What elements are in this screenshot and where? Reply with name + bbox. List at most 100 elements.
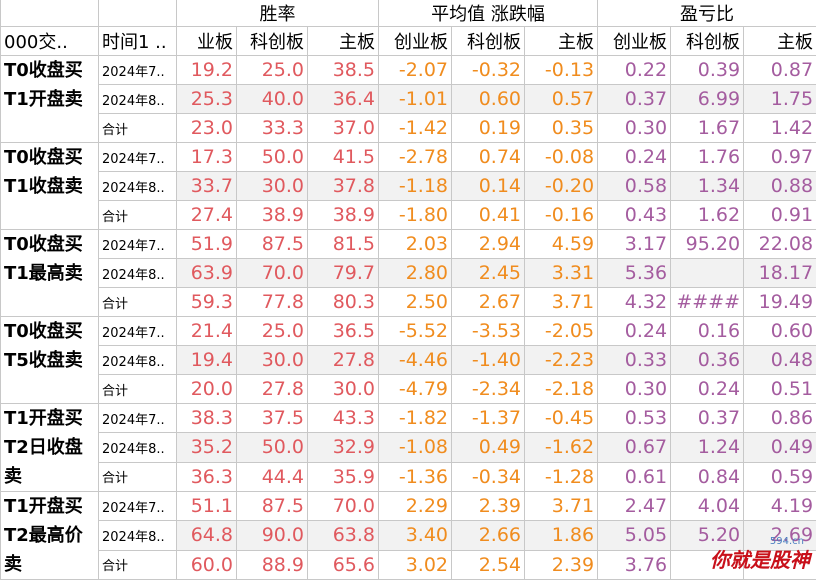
value-cell: 27.8 (237, 375, 308, 404)
value-cell: -2.07 (379, 56, 452, 85)
value-cell: 50.0 (237, 143, 308, 172)
value-cell: -0.45 (525, 404, 598, 433)
value-cell: 19.4 (177, 346, 237, 375)
value-cell: 0.49 (744, 433, 816, 462)
value-cell: 25.0 (237, 317, 308, 346)
value-cell: 0.74 (452, 143, 525, 172)
value-cell: 0.49 (452, 433, 525, 462)
value-cell: 0.88 (744, 172, 816, 201)
column-header: 创业板 (379, 27, 452, 56)
time-cell: 2024年8.. (99, 433, 177, 462)
value-cell: 1.42 (744, 114, 816, 143)
value-cell: 2.03 (379, 230, 452, 259)
column-header: 主板 (525, 27, 598, 56)
value-cell: 41.5 (308, 143, 379, 172)
value-cell: 90.0 (237, 521, 308, 550)
value-cell: 0.60 (744, 317, 816, 346)
value-cell: -1.82 (379, 404, 452, 433)
value-cell: 17.3 (177, 143, 237, 172)
value-cell: -0.13 (525, 56, 598, 85)
value-cell: 79.7 (308, 259, 379, 288)
value-cell: 2.39 (525, 550, 598, 579)
value-cell: -5.52 (379, 317, 452, 346)
value-cell: 19.49 (744, 288, 816, 317)
value-cell: 0.84 (671, 462, 744, 491)
strategy-label: T0收盘买 T5收盘卖 (1, 317, 99, 404)
value-cell: 77.8 (237, 288, 308, 317)
value-cell: 60.0 (177, 550, 237, 579)
time-cell: 2024年8.. (99, 172, 177, 201)
value-cell: 1.24 (671, 433, 744, 462)
value-cell: 2.50 (379, 288, 452, 317)
time-cell: 2024年7.. (99, 317, 177, 346)
group-header: 胜率 (177, 0, 379, 27)
value-cell: 64.8 (177, 521, 237, 550)
value-cell: 50.0 (237, 433, 308, 462)
value-cell: 30.0 (237, 172, 308, 201)
value-cell: 2.80 (379, 259, 452, 288)
value-cell: -2.78 (379, 143, 452, 172)
value-cell: -1.80 (379, 201, 452, 230)
value-cell: 0.35 (525, 114, 598, 143)
column-header: 主板 (744, 27, 816, 56)
value-cell: 0.36 (671, 346, 744, 375)
column-header: 科创板 (452, 27, 525, 56)
value-cell: 35.2 (177, 433, 237, 462)
column-header: 主板 (308, 27, 379, 56)
strategy-label: T0收盘买 T1收盘卖 (1, 143, 99, 230)
value-cell: 0.37 (671, 404, 744, 433)
time-cell: 2024年7.. (99, 404, 177, 433)
value-cell: 1.34 (671, 172, 744, 201)
value-cell: 19.2 (177, 56, 237, 85)
value-cell: 3.71 (525, 288, 598, 317)
value-cell: 0.97 (744, 143, 816, 172)
value-cell: 2.67 (452, 288, 525, 317)
header-blank (1, 0, 99, 27)
value-cell: 33.3 (237, 114, 308, 143)
time-cell: 合计 (99, 375, 177, 404)
value-cell: 0.57 (525, 85, 598, 114)
value-cell: 0.48 (744, 346, 816, 375)
value-cell: 0.59 (744, 462, 816, 491)
value-cell: 27.4 (177, 201, 237, 230)
value-cell: 44.4 (237, 462, 308, 491)
value-cell: 51.1 (177, 492, 237, 521)
value-cell: 51.9 (177, 230, 237, 259)
column-header: 创业板 (598, 27, 671, 56)
value-cell: -3.53 (452, 317, 525, 346)
time-cell: 2024年8.. (99, 346, 177, 375)
watermark: 你就是股神 (710, 544, 810, 573)
value-cell: 40.0 (237, 85, 308, 114)
value-cell: 20.0 (177, 375, 237, 404)
value-cell (671, 259, 744, 288)
value-cell: 30.0 (308, 375, 379, 404)
value-cell: 36.5 (308, 317, 379, 346)
value-cell: 37.0 (308, 114, 379, 143)
column-header: 000交.. (1, 27, 99, 56)
value-cell: 0.91 (744, 201, 816, 230)
value-cell: 38.3 (177, 404, 237, 433)
value-cell: 3.40 (379, 521, 452, 550)
group-header: 盈亏比 (598, 0, 816, 27)
value-cell: -2.05 (525, 317, 598, 346)
group-header: 平均值 涨跌幅 (379, 0, 598, 27)
value-cell: 0.30 (598, 375, 671, 404)
value-cell: -1.40 (452, 346, 525, 375)
value-cell: 2.54 (452, 550, 525, 579)
value-cell: 0.61 (598, 462, 671, 491)
value-cell: 1.75 (744, 85, 816, 114)
time-cell: 合计 (99, 201, 177, 230)
value-cell: -1.42 (379, 114, 452, 143)
value-cell: 1.76 (671, 143, 744, 172)
value-cell: 4.04 (671, 492, 744, 521)
